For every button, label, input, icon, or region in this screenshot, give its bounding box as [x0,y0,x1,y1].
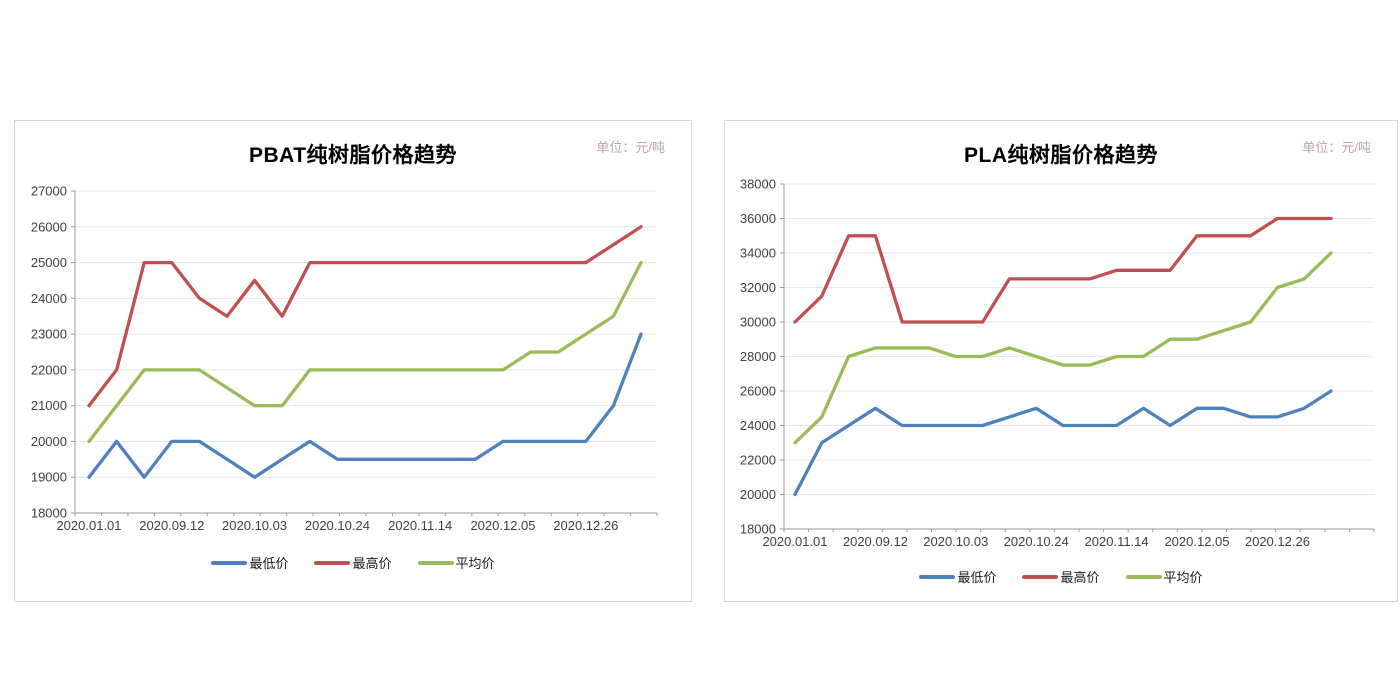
legend-label-avg: 平均价 [1163,570,1203,585]
legend-item-max: 最高价 [1022,567,1100,586]
legend-label-max: 最高价 [1060,570,1100,585]
legend-label-avg: 平均价 [455,556,495,571]
y-axis-label: 18000 [31,506,67,521]
legend-item-min: 最低价 [211,553,288,572]
x-axis-label: 2020.10.24 [305,518,370,533]
x-axis-label: 2020.11.14 [388,518,452,533]
y-axis-label: 27000 [31,184,67,199]
legend-item-avg: 平均价 [1125,567,1203,586]
series-line-max [793,216,1333,324]
y-axis-label: 23000 [31,327,67,342]
y-axis-label: 20000 [740,487,776,502]
y-axis-label: 30000 [740,315,776,330]
x-axis-label: 2020.12.05 [470,518,535,533]
y-axis-label: 32000 [740,280,776,295]
y-axis-label: 24000 [31,291,67,306]
chart-title-pbat: PBAT纯树脂价格趋势 [248,144,458,167]
legend-item-max: 最高价 [314,553,392,572]
y-axis-label: 34000 [740,246,776,261]
x-axis-label: 2020.12.05 [1164,534,1229,549]
line-chart-pla: 18000 20000 22000 24000 26000 28000 30000 32000… [740,177,1375,549]
x-axis-label: 2020.01.01 [56,518,121,533]
y-axis-label: 22000 [31,362,67,377]
chart-panel-pla: PLA纯树脂价格趋势 单位：元/吨 18000 20000 22000 24000 26… [724,120,1398,602]
legend-label-min: 最低价 [249,556,289,571]
legend-swatch-avg [1125,574,1162,579]
legend-item-avg: 平均价 [417,553,495,572]
legend-swatch-max [314,560,351,565]
y-axis-label: 22000 [740,453,776,468]
legend-pla: 最低价 最高价 平均价 [725,567,1397,586]
chart-title-pla: PLA纯树脂价格趋势 [964,144,1158,167]
legend-swatch-min [211,560,248,565]
legend-label-min: 最低价 [957,570,997,585]
y-axis-label: 25000 [31,255,67,270]
series-line-avg [793,251,1333,445]
x-axis-label: 2020.10.03 [222,518,287,533]
x-axis-label: 2020.10.03 [923,534,988,549]
y-axis-label: 26000 [740,384,776,399]
y-axis-label: 36000 [740,211,776,226]
series-line-min [87,332,643,479]
x-axis-label: 2020.01.01 [762,534,827,549]
unit-label-pla: 单位：元/吨 [1302,140,1371,155]
y-axis-label: 28000 [740,349,776,364]
unit-label-pbat: 单位：元/吨 [596,140,665,155]
y-axis-label: 20000 [31,434,67,449]
x-axis-label: 2020.12.26 [1245,534,1310,549]
legend-item-min: 最低价 [919,567,996,586]
series-line-max [87,225,643,408]
y-axis-label: 26000 [31,219,67,234]
y-axis-label: 38000 [740,177,776,192]
y-axis-label: 24000 [740,418,776,433]
x-axis-label: 2020.12.26 [553,518,618,533]
y-axis-label: 18000 [740,522,776,537]
legend-swatch-max [1022,574,1059,579]
legend-swatch-avg [417,560,454,565]
x-axis-label: 2020.09.12 [139,518,204,533]
legend-label-max: 最高价 [352,556,392,571]
legend-pbat: 最低价 最高价 平均价 [15,553,691,572]
chart-panel-pbat: PBAT纯树脂价格趋势 单位：元/吨 18000 19000 20000 21000 2… [14,120,692,602]
y-axis-label: 21000 [31,398,67,413]
series-line-avg [87,260,643,444]
x-axis-label: 2020.09.12 [843,534,908,549]
series-line-min [793,389,1333,497]
line-chart-pbat: 18000 19000 20000 21000 22000 23000 24000 25000… [31,184,658,533]
x-axis-label: 2020.11.14 [1085,534,1149,549]
x-axis-label: 2020.10.24 [1004,534,1069,549]
y-axis-label: 19000 [31,470,67,485]
legend-swatch-min [919,574,956,579]
